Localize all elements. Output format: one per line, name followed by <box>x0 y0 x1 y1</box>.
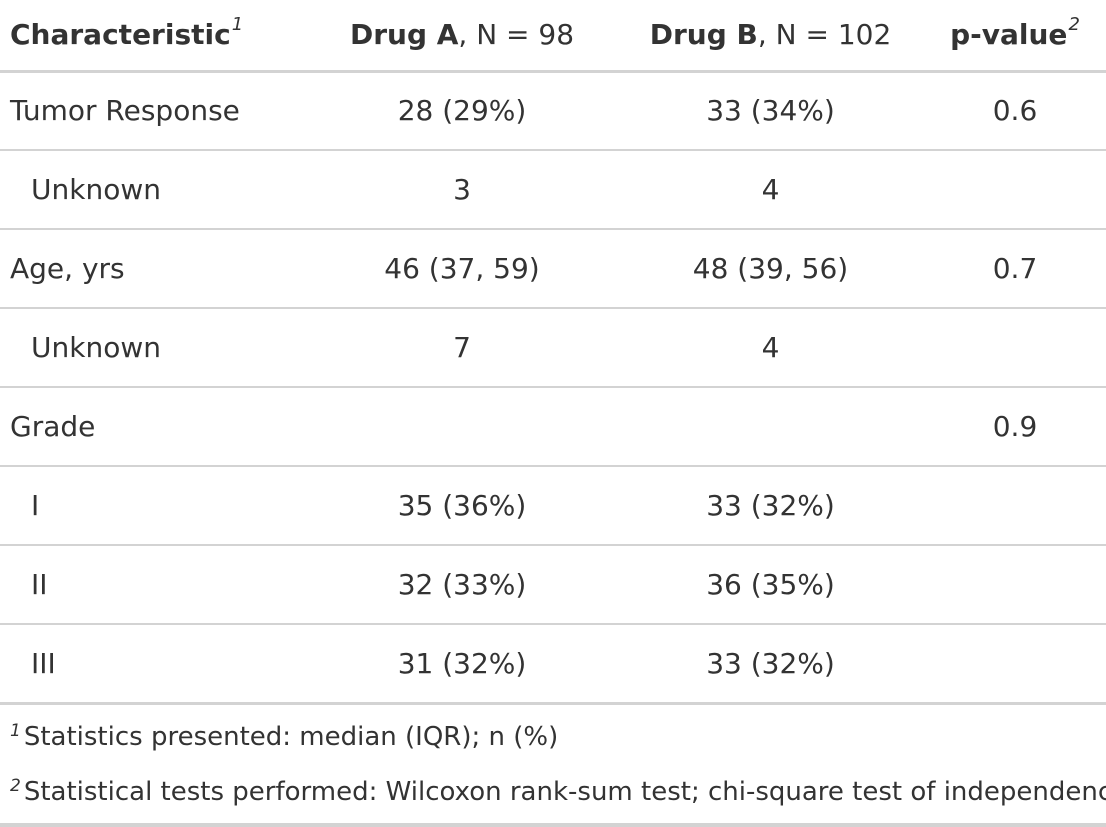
row-label: Grade <box>0 387 307 467</box>
table-row: Tumor Response 28 (29%) 33 (34%) 0.6 <box>0 71 1106 151</box>
row-label: I <box>0 466 307 546</box>
cell-drug-a: 7 <box>307 308 617 388</box>
cell-pvalue <box>924 150 1106 230</box>
row-label: III <box>0 624 307 705</box>
table-row: II 32 (33%) 36 (35%) <box>0 545 1106 625</box>
header-drug-a: Drug A, N = 98 <box>307 0 617 73</box>
cell-drug-b: 4 <box>617 308 924 388</box>
footnote-2-text: Statistical tests performed: Wilcoxon ra… <box>23 777 1106 807</box>
header-drug-b-name: Drug B <box>649 18 758 52</box>
footnote-1-text: Statistics presented: median (IQR); n (%… <box>23 722 559 752</box>
summary-table: Characteristic1 Drug A, N = 98 Drug B, N… <box>0 0 1106 705</box>
row-label: II <box>0 545 307 625</box>
cell-drug-b: 36 (35%) <box>617 545 924 625</box>
footnote-2: 2 Statistical tests performed: Wilcoxon r… <box>10 776 1106 807</box>
table-row: Age, yrs 46 (37, 59) 48 (39, 56) 0.7 <box>0 229 1106 309</box>
cell-drug-a: 31 (32%) <box>307 624 617 705</box>
cell-pvalue <box>924 308 1106 388</box>
table-row: III 31 (32%) 33 (32%) <box>0 624 1106 705</box>
cell-pvalue: 0.6 <box>924 71 1106 151</box>
footnote-marker-1: 1 <box>231 14 244 36</box>
cell-drug-a: 28 (29%) <box>307 71 617 151</box>
table-row: Unknown 7 4 <box>0 308 1106 388</box>
row-label: Unknown <box>0 308 307 388</box>
header-drug-a-name: Drug A <box>349 18 459 52</box>
table-row: Unknown 3 4 <box>0 150 1106 230</box>
header-pvalue-label: p-value <box>950 18 1068 52</box>
footnote-1-mark: 1 <box>10 721 21 741</box>
row-label: Unknown <box>0 150 307 230</box>
header-row: Characteristic1 Drug A, N = 98 Drug B, N… <box>0 0 1106 73</box>
cell-pvalue <box>924 466 1106 546</box>
cell-drug-b <box>617 387 924 467</box>
cell-pvalue: 0.7 <box>924 229 1106 309</box>
table-row: Grade 0.9 <box>0 387 1106 467</box>
footnote-2-mark: 2 <box>10 776 21 796</box>
cell-drug-a: 46 (37, 59) <box>307 229 617 309</box>
table-row: I 35 (36%) 33 (32%) <box>0 466 1106 546</box>
table-header: Characteristic1 Drug A, N = 98 Drug B, N… <box>0 0 1106 73</box>
cell-drug-a <box>307 387 617 467</box>
header-characteristic: Characteristic1 <box>0 0 307 73</box>
cell-drug-a: 35 (36%) <box>307 466 617 546</box>
row-label: Age, yrs <box>0 229 307 309</box>
cell-pvalue <box>924 545 1106 625</box>
cell-drug-b: 33 (32%) <box>617 466 924 546</box>
cell-pvalue: 0.9 <box>924 387 1106 467</box>
header-characteristic-label: Characteristic <box>10 18 231 52</box>
footnote-1: 1 Statistics presented: median (IQR); n (… <box>10 721 559 752</box>
footnote-marker-2: 2 <box>1068 14 1080 36</box>
summary-table-container: Characteristic1 Drug A, N = 98 Drug B, N… <box>0 0 1106 705</box>
cell-drug-b: 4 <box>617 150 924 230</box>
header-drug-a-n: , N = 98 <box>458 18 575 52</box>
row-label: Tumor Response <box>0 71 307 151</box>
cell-drug-b: 33 (34%) <box>617 71 924 151</box>
header-drug-b-n: , N = 102 <box>757 18 892 52</box>
cell-drug-a: 3 <box>307 150 617 230</box>
cell-drug-b: 48 (39, 56) <box>617 229 924 309</box>
header-pvalue: p-value2 <box>924 0 1106 73</box>
table-footnotes: 1 Statistics presented: median (IQR); n (… <box>0 705 1106 827</box>
cell-drug-b: 33 (32%) <box>617 624 924 705</box>
cell-pvalue <box>924 624 1106 705</box>
cell-drug-a: 32 (33%) <box>307 545 617 625</box>
table-body: Tumor Response 28 (29%) 33 (34%) 0.6 Unk… <box>0 71 1106 705</box>
header-drug-b: Drug B, N = 102 <box>617 0 924 73</box>
